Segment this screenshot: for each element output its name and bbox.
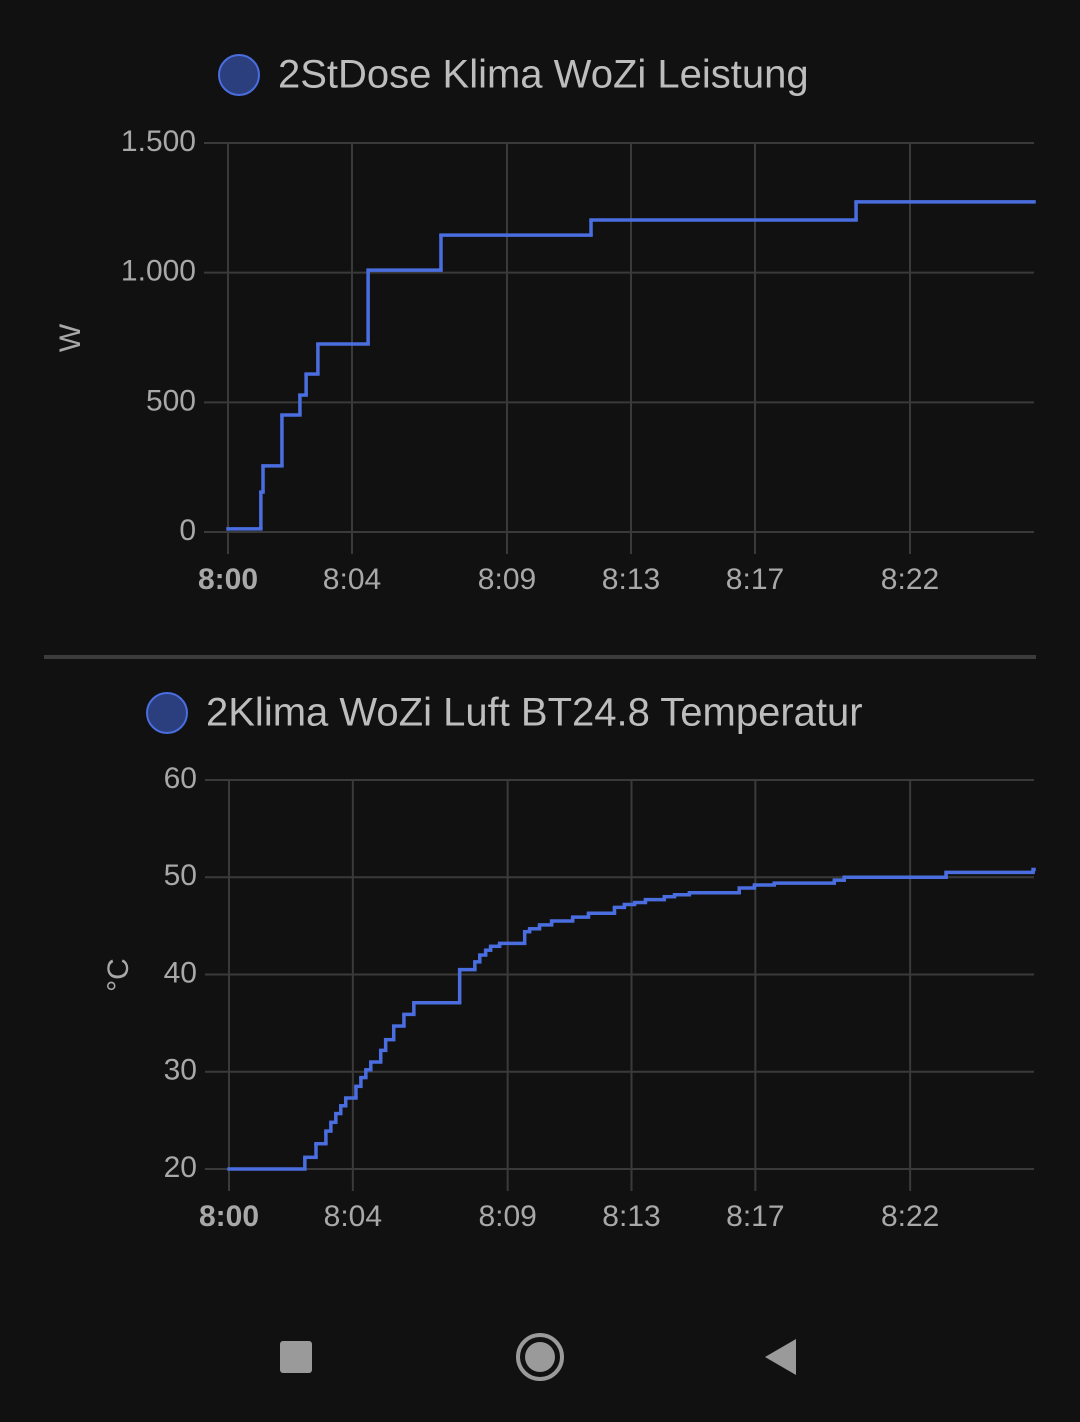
y-tick-label: 30 (164, 1054, 197, 1087)
nav-back[interactable] (765, 1339, 796, 1375)
x-tick-label: 8:04 (323, 563, 381, 596)
legend-label: 2Klima WoZi Luft BT24.8 Temperatur (206, 691, 863, 735)
x-tick-label: 8:22 (881, 563, 939, 596)
y-tick-label: 20 (164, 1151, 197, 1184)
x-tick-label: 8:00 (198, 563, 258, 596)
nav-home-dot (525, 1342, 555, 1372)
x-tick-label: 8:17 (726, 563, 784, 596)
x-tick-label: 8:09 (478, 563, 536, 596)
y-tick-label: 0 (179, 514, 196, 547)
y-tick-label: 1.000 (121, 255, 196, 288)
legend-marker (218, 54, 260, 96)
y-axis-label: W (54, 323, 87, 352)
legend-label: 2StDose Klima WoZi Leistung (278, 53, 809, 97)
legend-marker (146, 692, 188, 734)
x-tick-label: 8:22 (881, 1200, 939, 1233)
nav-home[interactable] (516, 1333, 564, 1381)
y-axis-label: °C (102, 958, 135, 992)
y-tick-label: 1.500 (121, 125, 196, 158)
x-tick-label: 8:13 (602, 563, 660, 596)
x-tick-label: 8:04 (324, 1200, 382, 1233)
x-tick-label: 8:09 (478, 1200, 536, 1233)
y-tick-label: 40 (164, 956, 197, 989)
x-tick-label: 8:17 (726, 1200, 784, 1233)
y-tick-label: 50 (164, 859, 197, 892)
x-tick-label: 8:13 (602, 1200, 660, 1233)
y-tick-label: 60 (164, 762, 197, 795)
x-tick-label: 8:00 (199, 1200, 259, 1233)
nav-recents[interactable] (280, 1341, 312, 1373)
y-tick-label: 500 (146, 384, 196, 417)
